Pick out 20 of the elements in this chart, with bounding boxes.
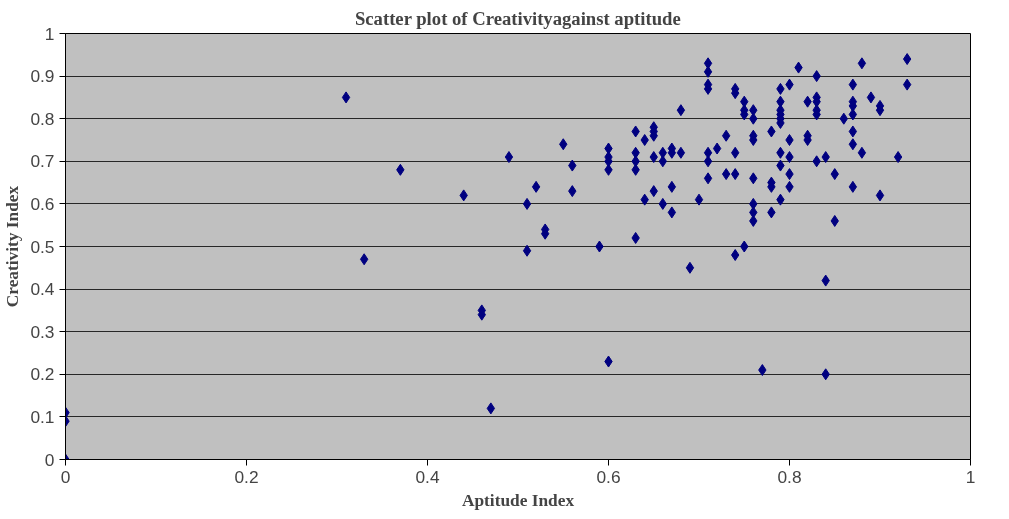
x-tick-label: 0.6 — [596, 466, 621, 487]
y-tick-label: 0.5 — [30, 236, 55, 257]
y-tick-label: 0.8 — [30, 108, 55, 129]
y-axis-title: Creativity Index — [3, 185, 23, 308]
x-tick-label: 0.8 — [777, 466, 802, 487]
y-tick-label: 0.7 — [30, 151, 55, 172]
y-tick-label: 0.9 — [30, 66, 55, 87]
y-tick-label: 0 — [44, 449, 55, 470]
y-tick-label: 0.3 — [30, 321, 55, 342]
chart-title: Scatter plot of Creativityagainst aptitude — [354, 7, 681, 29]
x-tick-label: 0.2 — [234, 466, 259, 487]
x-tick-label: 0.4 — [415, 466, 440, 487]
y-tick-label: 0.4 — [30, 279, 55, 300]
y-tick-label: 0.6 — [30, 193, 55, 214]
y-tick-label: 0.2 — [30, 364, 55, 385]
y-tick-label: 1 — [44, 23, 55, 44]
y-tick-label: 0.1 — [30, 406, 55, 427]
x-axis-title: Aptitude Index — [461, 490, 575, 510]
x-tick-label: 1 — [965, 466, 976, 487]
x-tick-label: 0 — [60, 466, 71, 487]
